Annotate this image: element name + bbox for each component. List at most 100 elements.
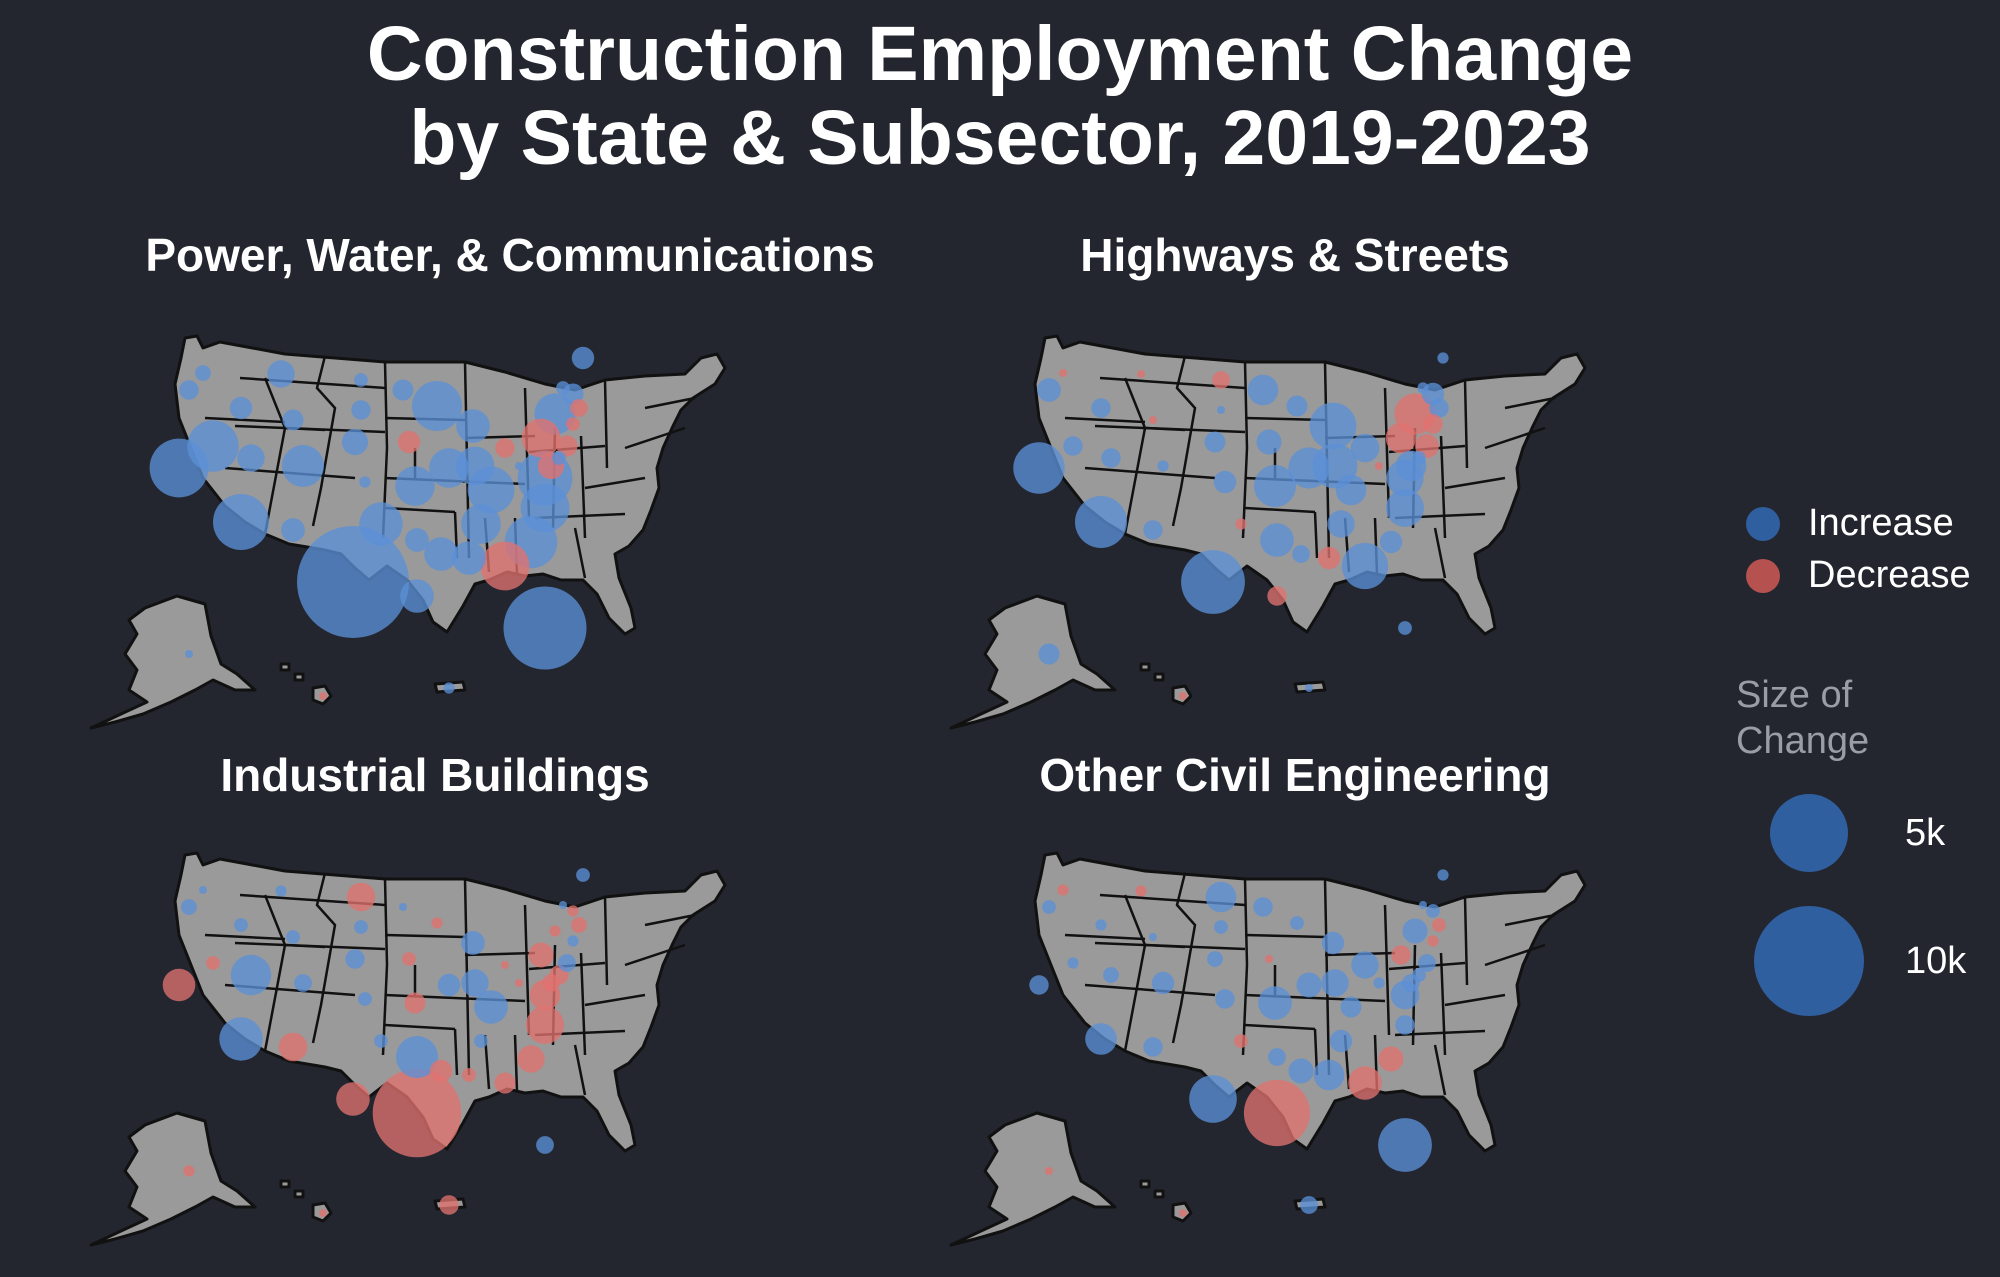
bubble-in xyxy=(461,969,489,997)
bubble-nv xyxy=(1063,436,1083,456)
bubble-nh xyxy=(567,905,579,917)
bubble-nd xyxy=(1212,371,1230,389)
bubble-nh xyxy=(1426,904,1440,918)
size-legend-circle-5k xyxy=(1770,794,1848,872)
bubble-ak xyxy=(1045,1167,1053,1175)
state-border xyxy=(1484,943,1546,967)
panel-title-other-civil-engineering: Other Civil Engineering xyxy=(1039,749,1551,801)
panel-title-power-water-communications: Power, Water, & Communications xyxy=(145,229,875,281)
bubble-oh xyxy=(495,438,515,458)
state-border xyxy=(573,1044,587,1096)
hawaii-island xyxy=(1153,1189,1165,1199)
bubble-wa xyxy=(199,886,207,894)
bubble-ga xyxy=(1341,542,1389,590)
bubble-wi xyxy=(1286,395,1308,417)
state-border xyxy=(204,416,286,424)
bubble-ky xyxy=(474,990,508,1024)
bubble-sc xyxy=(517,1045,545,1073)
bubble-wv xyxy=(1373,977,1385,989)
bubble-mo xyxy=(1254,465,1296,507)
bubble-ky xyxy=(1335,474,1367,506)
state-border xyxy=(384,1023,456,1031)
bubble-nc xyxy=(520,483,570,533)
bubble-ar xyxy=(405,528,429,552)
bubble-de xyxy=(1412,451,1426,465)
decrease-swatch xyxy=(1746,558,1780,593)
bubble-pr xyxy=(439,1195,459,1215)
bubble-fl xyxy=(1398,621,1412,635)
bubble-mo xyxy=(404,992,426,1014)
bubble-ct xyxy=(567,935,579,947)
bubble-mo xyxy=(1258,986,1292,1020)
state-border xyxy=(1439,952,1447,1056)
bubble-co xyxy=(1157,460,1169,472)
bubble-fl xyxy=(503,586,587,670)
bubble-ky xyxy=(1340,996,1362,1018)
state-border xyxy=(579,435,587,539)
bubble-vt xyxy=(556,381,570,395)
bubble-ga xyxy=(494,1072,516,1094)
state-border xyxy=(1144,426,1186,432)
bubble-vt xyxy=(559,901,567,909)
bubble-pa xyxy=(528,942,554,968)
bubble-ne xyxy=(341,428,369,456)
bubble-tx xyxy=(297,526,409,638)
legend: Increase Decrease Size of Change 5k 10k xyxy=(1730,490,2000,1050)
size-legend-title-line2: Change xyxy=(1736,720,1870,762)
bubble-ny xyxy=(549,925,561,937)
increase-swatch xyxy=(1746,506,1780,541)
bubble-nj xyxy=(1418,954,1436,972)
bubble-id xyxy=(1091,398,1111,418)
bubble-sc xyxy=(1378,1046,1404,1072)
alaska-land xyxy=(949,594,1117,730)
bubble-or xyxy=(181,899,197,915)
bubble-in xyxy=(455,446,495,486)
bubble-ct xyxy=(1423,414,1443,434)
legend-decrease-item: Decrease xyxy=(1730,554,1971,597)
bubble-ar xyxy=(1268,1048,1286,1066)
bubble-tn xyxy=(1329,1029,1353,1053)
bubble-ma xyxy=(1429,398,1449,418)
bubble-al xyxy=(462,1068,476,1082)
bubble-wv xyxy=(515,979,523,987)
bubble-pr xyxy=(1300,1196,1318,1214)
state-border xyxy=(311,355,337,527)
state-border xyxy=(1433,1044,1447,1096)
bubble-oh xyxy=(1351,951,1379,979)
state-border xyxy=(603,379,609,469)
bubble-id xyxy=(229,396,253,420)
bubble-az xyxy=(1075,496,1127,548)
bubble-ia xyxy=(1265,955,1273,963)
bubble-ms xyxy=(424,537,458,571)
bubble-mt xyxy=(267,360,295,388)
bubble-ia xyxy=(1256,429,1282,455)
bubble-nv xyxy=(187,420,239,472)
bubble-tn xyxy=(1327,510,1355,538)
bubble-mt xyxy=(1135,885,1147,897)
bubble-nc xyxy=(1395,1015,1415,1035)
bubble-oh xyxy=(501,961,509,969)
map-highways-streets xyxy=(949,334,1587,730)
state-border xyxy=(1444,993,1506,1007)
bubble-nm xyxy=(1143,520,1163,540)
state-border xyxy=(1383,387,1391,519)
state-border xyxy=(1433,527,1447,579)
bubble-ok xyxy=(359,502,403,546)
bubble-az xyxy=(219,1017,263,1061)
state-border xyxy=(1241,878,1249,1056)
alaska-land xyxy=(89,594,257,730)
state-border xyxy=(603,896,609,986)
map-power-water-communications xyxy=(89,334,727,730)
bubble-ne xyxy=(1207,951,1223,967)
bubble-nc xyxy=(526,1006,564,1044)
hawaii-island xyxy=(1153,672,1165,682)
state-border xyxy=(579,952,587,1056)
state-border xyxy=(1463,379,1469,469)
bubble-la xyxy=(372,1068,462,1158)
conus-land xyxy=(1033,851,1587,1153)
state-border xyxy=(1463,896,1469,986)
bubble-or xyxy=(179,380,199,400)
bubble-ca xyxy=(1013,442,1065,494)
bubble-al xyxy=(1317,546,1341,570)
bubble-co xyxy=(1151,971,1175,995)
